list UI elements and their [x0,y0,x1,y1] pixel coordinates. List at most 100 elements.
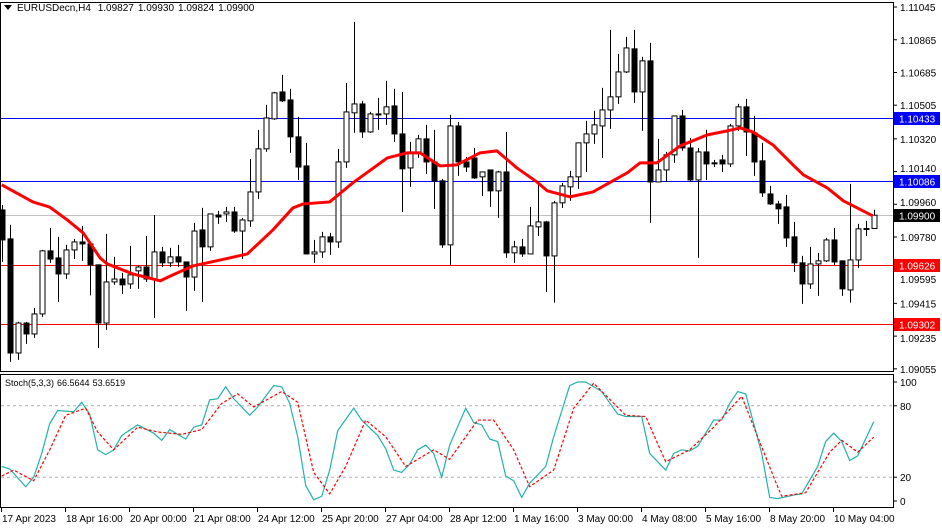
candle [399,91,406,212]
stoch-axis: 100 80 20 0 [893,378,917,508]
candle-body [375,113,382,116]
level-price-label: 1.09302 [899,321,936,332]
candle [23,321,30,344]
candle-body [103,281,110,324]
candle [143,235,150,282]
candle [535,183,542,236]
candle [511,240,518,263]
candle [519,238,526,257]
candle [7,224,14,362]
candle [295,116,302,180]
candle [783,194,790,247]
candle-body [0,209,6,241]
candle [591,110,598,144]
candle-body [311,251,318,255]
candle [31,307,38,338]
candle-body [47,250,54,260]
candle [15,321,22,360]
price-tick-label: 1.11045 [900,3,936,14]
stoch-header: Stoch(5,3,3) 66.5644 53.6519 [5,378,128,388]
candle-body [247,191,254,222]
candle [831,227,838,265]
candle-body [615,71,622,98]
candle [231,206,238,233]
candle-body [847,259,854,291]
candle [799,255,806,304]
candle [479,171,486,196]
candle-body [567,176,574,188]
candle-body [687,147,694,181]
candle-body [319,236,326,253]
candle [623,36,630,74]
candle [175,244,182,268]
candle-body [495,171,502,192]
time-tick-label: 8 May 20:00 [770,514,825,525]
candle [135,265,142,289]
candle-body [359,103,366,133]
candle [63,244,70,280]
candle-body [263,117,270,150]
level-price-badge [894,175,940,188]
time-tick-label: 28 Apr 12:00 [450,514,507,525]
candle [199,207,206,302]
candle [863,220,870,236]
stoch-tick-label: 20 [900,473,912,484]
candle-body [327,236,334,243]
candle [215,210,222,224]
candle-body [703,151,710,165]
price-tick-label: 1.09595 [900,275,937,286]
candle-body [799,262,806,285]
time-tick-label: 17 Apr 2023 [2,514,56,525]
candle [119,272,126,294]
candle-body [631,48,638,93]
candle [335,148,342,248]
candle-body [383,106,390,115]
candle-body [759,160,766,194]
candle-body [535,221,542,228]
open-value: 1.09827 [97,3,134,14]
candle [615,53,622,104]
candle-body [583,133,590,144]
candle [71,238,78,260]
candle-body [727,125,734,165]
candle [687,137,694,182]
symbol-label: EURUSDecn,H4 [17,3,91,14]
candle-body [271,92,278,120]
candle [695,147,702,258]
candle [599,87,606,158]
candle-body [639,60,646,93]
dropdown-triangle-icon[interactable] [4,5,12,10]
candle-body [743,106,750,133]
candle-body [287,99,294,138]
candle [487,169,494,207]
candle-body [575,142,582,178]
candle-body [815,260,822,265]
candle-body [255,148,262,193]
level-price-label: 1.10086 [899,178,936,189]
candle-body [351,103,358,114]
candle-body [423,138,430,163]
candle [111,256,118,285]
candle [279,74,286,102]
candle-body [239,219,246,232]
candle [791,221,798,272]
candle [839,260,846,296]
candle-body [519,246,526,255]
time-tick-label: 5 May 16:00 [706,514,761,525]
candle [95,264,102,348]
candle-body [655,169,662,183]
candle-body [487,169,494,192]
candle-body [471,157,478,179]
candle [583,120,590,172]
candle [711,159,718,168]
candle [271,91,278,120]
candle-body [111,278,118,283]
candle-body [599,109,606,127]
candle-body [159,251,166,264]
candlesticks [0,21,878,362]
candle-body [791,236,798,264]
level-price-badges: 1.10433 1.10086 1.09626 1.09302 1.09900 [894,112,940,332]
main-panel-border [0,2,894,372]
candle [247,159,254,227]
